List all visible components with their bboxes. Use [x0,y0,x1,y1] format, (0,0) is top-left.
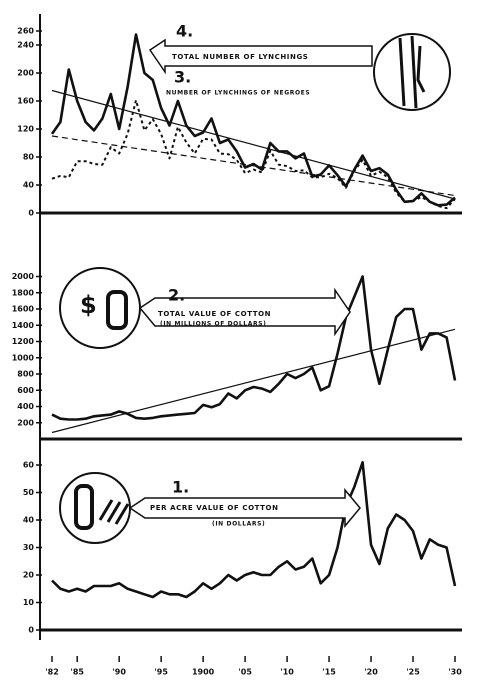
x-tick-label: 1900 [192,668,215,677]
x-tick-label: '95 [154,668,168,677]
annotation: (IN DOLLARS) [212,521,265,528]
y-tick-label: 10 [23,598,35,607]
x-tick-label: '20 [364,668,378,677]
y-tick-label: 600 [17,386,34,395]
y-tick-label: 0 [28,626,34,635]
y-tick-label: 240 [17,41,34,50]
x-tick-label: '82 [45,668,59,677]
x-tick-label: '85 [70,668,84,677]
y-tick-label: 1800 [12,288,35,297]
y-tick-label: 40 [23,181,35,190]
y-tick-label: 1600 [12,305,35,314]
annotation: NUMBER OF LYNCHINGS OF NEGROES [166,90,310,97]
x-tick-label: '25 [406,668,420,677]
annotation: 1. [172,478,189,497]
data-line [52,100,455,208]
y-tick-label: 260 [17,27,34,36]
y-tick-label: 800 [17,370,34,379]
y-tick-label: 400 [17,402,34,411]
y-tick-label: 20 [23,571,35,580]
y-tick-label: 200 [17,418,34,427]
icon-circle [60,473,130,543]
annotation: TOTAL NUMBER OF LYNCHINGS [172,53,308,61]
y-tick-label: 1000 [12,353,35,362]
y-tick-label: 1200 [12,337,35,346]
chart: 0408012016020024026020040060080010001200… [0,0,483,695]
annotation: 2. [168,286,185,305]
y-tick-label: 0 [28,209,34,218]
y-tick-label: 2000 [12,272,35,281]
y-tick-label: 60 [23,461,35,470]
annotation: (IN MILLIONS OF DOLLARS) [160,321,266,328]
y-tick-label: 200 [17,69,34,78]
x-tick-label: '30 [448,668,462,677]
y-tick-label: 160 [17,97,34,106]
y-tick-label: 80 [23,153,35,162]
y-tick-label: 50 [23,488,35,497]
y-tick-label: 1400 [12,321,35,330]
annotation: 3. [174,68,191,87]
annotation: 4. [176,22,193,41]
x-tick-label: '10 [280,668,294,677]
annotation: TOTAL VALUE OF COTTON [158,310,271,318]
annotation: PER ACRE VALUE OF COTTON [150,504,279,512]
x-tick-label: '90 [112,668,126,677]
annotation: $ [80,291,97,319]
y-tick-label: 120 [17,125,34,134]
y-tick-label: 30 [23,543,35,552]
x-tick-label: '15 [322,668,336,677]
x-tick-label: '05 [238,668,252,677]
y-tick-label: 40 [23,516,35,525]
